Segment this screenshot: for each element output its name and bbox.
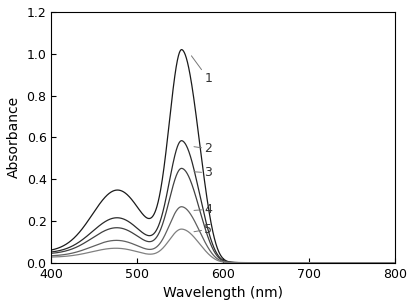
X-axis label: Wavelength (nm): Wavelength (nm) bbox=[163, 286, 282, 300]
Y-axis label: Absorbance: Absorbance bbox=[7, 96, 21, 178]
Text: 2: 2 bbox=[194, 142, 212, 155]
Text: 4: 4 bbox=[194, 203, 212, 216]
Text: 5: 5 bbox=[194, 223, 212, 236]
Text: 1: 1 bbox=[191, 56, 212, 85]
Text: 3: 3 bbox=[194, 166, 212, 179]
